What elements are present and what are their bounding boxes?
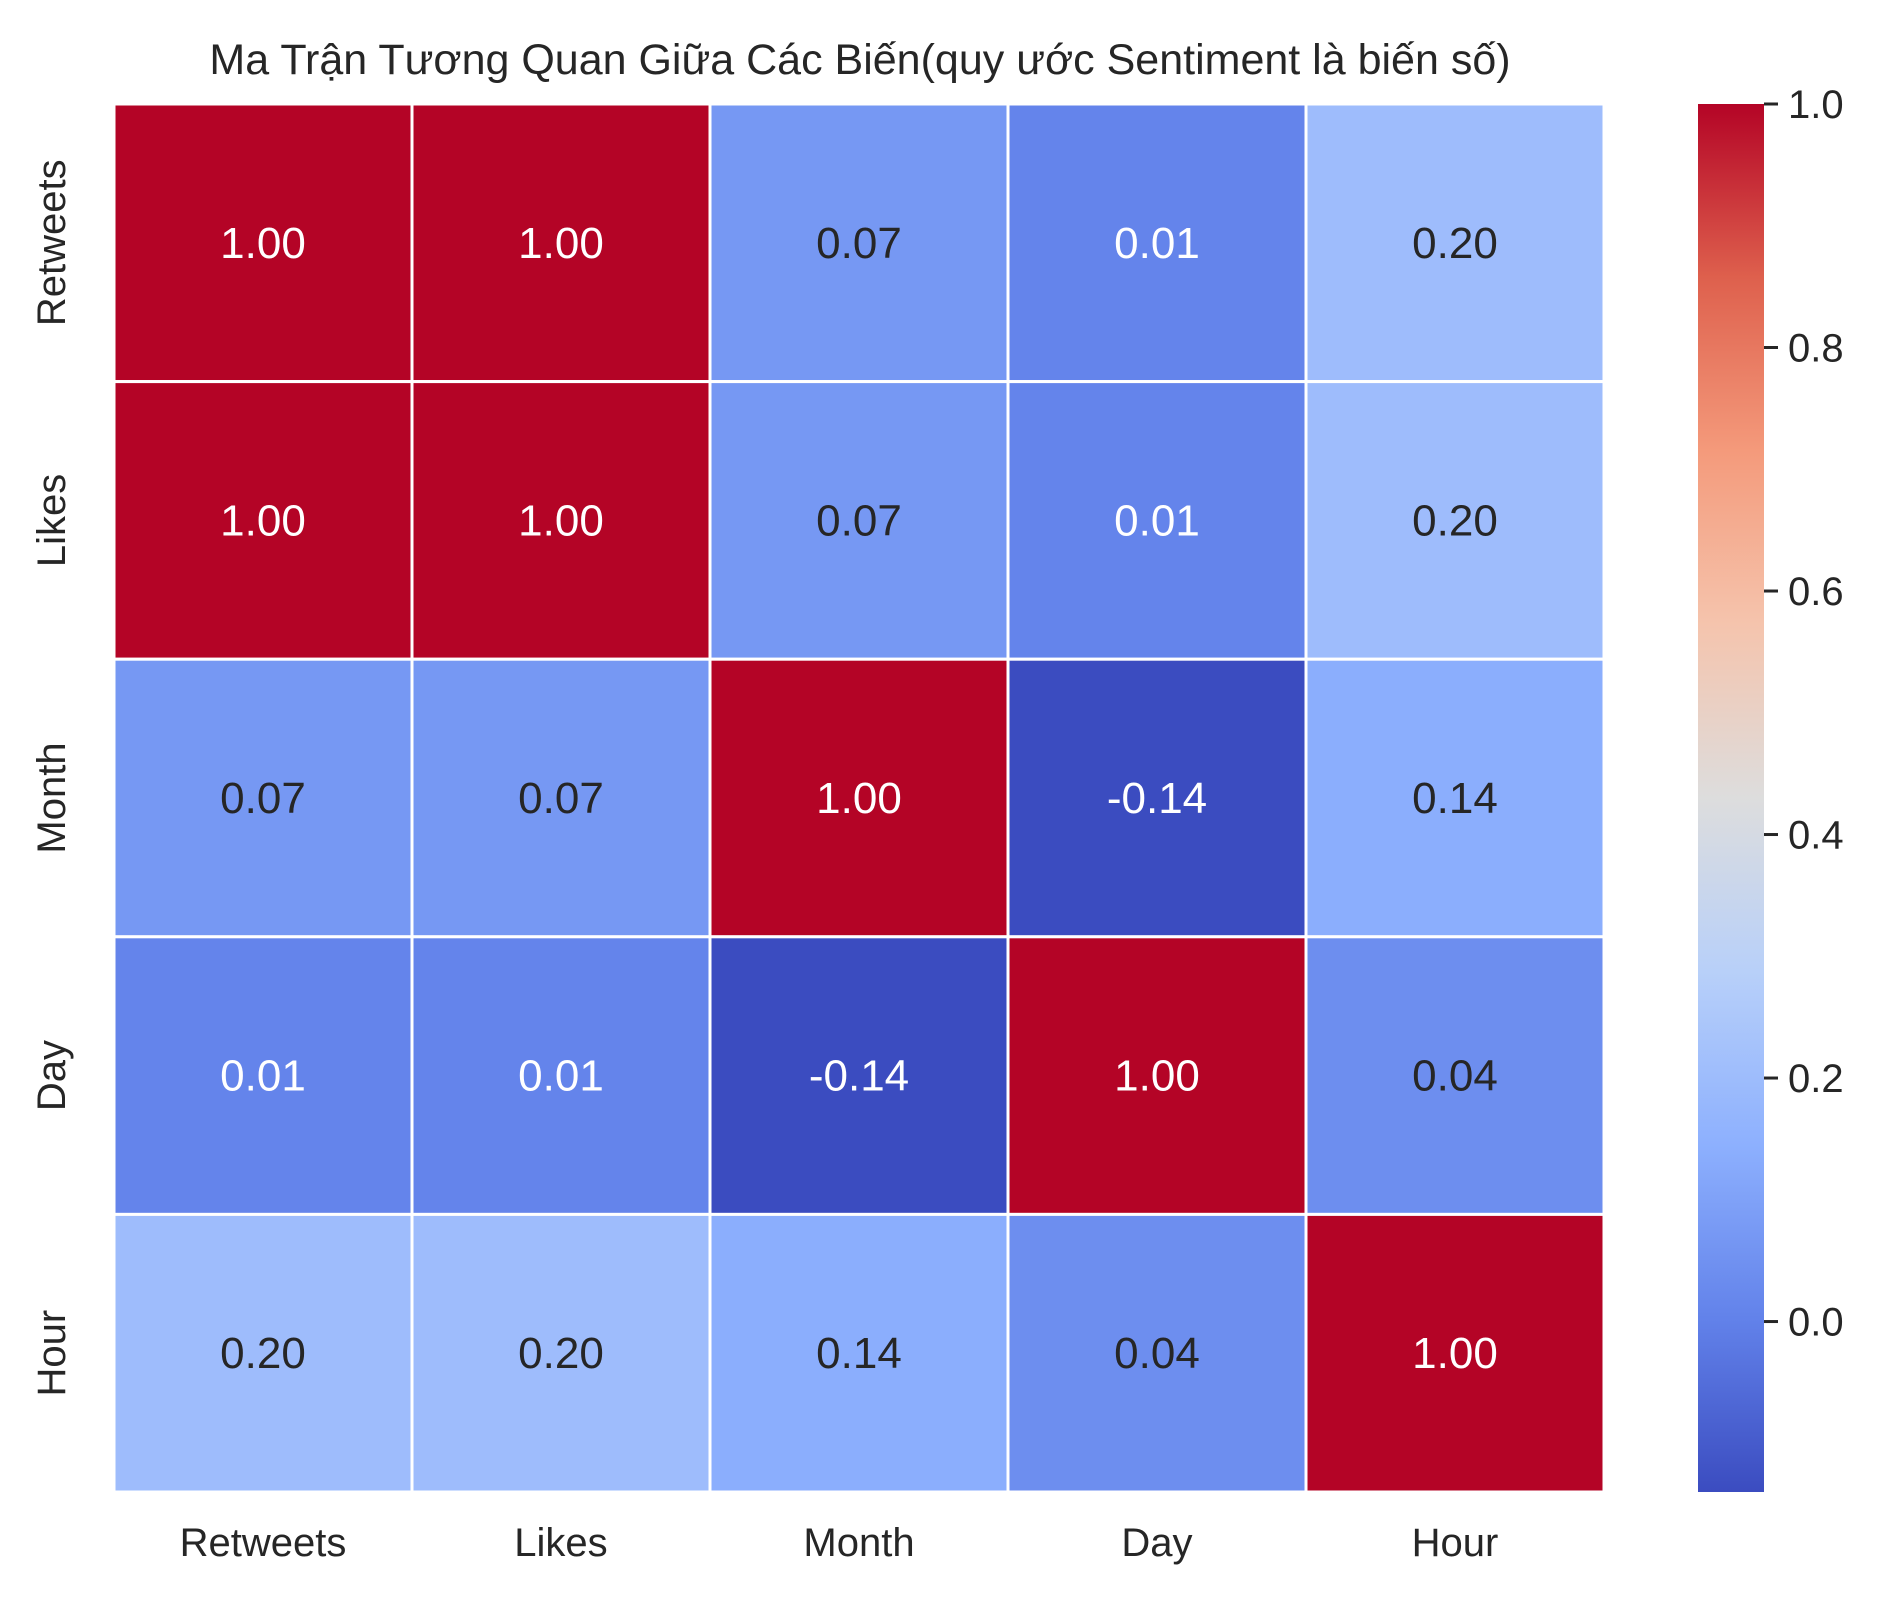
- chart-title: Ma Trận Tương Quan Giữa Các Biến(quy ước…: [209, 36, 1510, 84]
- heatmap-cell: [708, 380, 1010, 661]
- heatmap-cell: [1006, 657, 1308, 939]
- y-tick-label: Day: [30, 1040, 74, 1111]
- colorbar-gradient: [1698, 104, 1764, 1492]
- x-tick-label: Likes: [514, 1521, 607, 1565]
- cell-value-label: -0.14: [809, 1052, 909, 1101]
- cell-value-label: 0.14: [816, 1329, 902, 1378]
- cell-value-label: 0.04: [1114, 1329, 1200, 1378]
- heatmap-cell: [112, 380, 414, 661]
- heatmap-cell: [410, 1212, 712, 1494]
- cell-value-label: 0.20: [220, 1329, 306, 1378]
- cell-value-label: 0.07: [816, 496, 902, 545]
- cell-value-label: 1.00: [220, 496, 306, 545]
- heatmap-cell: [410, 657, 712, 939]
- cell-value-label: 0.01: [518, 1052, 604, 1101]
- colorbar-tick-label: 0.8: [1788, 327, 1844, 371]
- y-tick-label: Retweets: [30, 159, 74, 326]
- y-tick-label: Hour: [30, 1310, 74, 1397]
- x-tick-label: Day: [1121, 1521, 1192, 1565]
- cell-value-label: 0.01: [1114, 219, 1200, 268]
- cell-value-label: 0.14: [1412, 774, 1498, 823]
- heatmap-cell: [708, 102, 1010, 384]
- x-tick-label: Retweets: [180, 1521, 347, 1565]
- y-tick-label: Likes: [30, 474, 74, 567]
- cell-value-label: 0.20: [1412, 496, 1498, 545]
- heatmap-cell: [1006, 102, 1308, 384]
- cell-value-label: 0.07: [220, 774, 306, 823]
- cell-value-label: 0.01: [220, 1052, 306, 1101]
- cell-value-label: 1.00: [518, 496, 604, 545]
- heatmap-cell: [708, 935, 1010, 1216]
- x-axis-tick-labels: Retweets Likes Month Day Hour: [180, 1521, 1499, 1565]
- heatmap-cell: [112, 1212, 414, 1494]
- heatmap-cell: [410, 935, 712, 1216]
- colorbar-tick-label: 1.0: [1788, 83, 1844, 127]
- cell-value-label: 0.20: [1412, 219, 1498, 268]
- heatmap-cell: [1006, 935, 1308, 1216]
- heatmap-cell: [1304, 935, 1606, 1216]
- x-tick-label: Hour: [1412, 1521, 1499, 1565]
- heatmap-cells: 1.00 1.00 0.07 0.01 0.20 1.00 1.00 0.07 0.01 0.20…: [112, 102, 1606, 1494]
- colorbar-tick-label: 0.0: [1788, 1301, 1844, 1345]
- cell-value-label: 0.07: [518, 774, 604, 823]
- cell-value-label: 0.07: [816, 219, 902, 268]
- cell-value-label: 1.00: [518, 219, 604, 268]
- heatmap-cell: [1304, 380, 1606, 661]
- y-axis-tick-labels: Retweets Likes Month Day Hour: [30, 159, 74, 1396]
- heatmap-cell: [410, 102, 712, 384]
- heatmap-cell: [708, 1212, 1010, 1494]
- cell-value-label: -0.14: [1107, 774, 1207, 823]
- heatmap-cell: [1304, 1212, 1606, 1494]
- heatmap-cell: [708, 657, 1010, 939]
- heatmap-cell: [1304, 657, 1606, 939]
- cell-value-label: 0.20: [518, 1329, 604, 1378]
- cell-value-label: 0.01: [1114, 496, 1200, 545]
- cell-value-label: 1.00: [220, 219, 306, 268]
- cell-value-label: 0.04: [1412, 1052, 1498, 1101]
- cell-value-label: 1.00: [816, 774, 902, 823]
- colorbar-tick-label: 0.2: [1788, 1057, 1844, 1101]
- x-tick-label: Month: [803, 1521, 914, 1565]
- heatmap-cell: [112, 935, 414, 1216]
- colorbar-tick-label: 0.6: [1788, 570, 1844, 614]
- heatmap-cell: [1304, 102, 1606, 384]
- cell-value-label: 1.00: [1114, 1052, 1200, 1101]
- colorbar: 0.0 0.2 0.4 0.6 0.8 1.0: [1698, 83, 1844, 1492]
- y-tick-label: Month: [30, 742, 74, 853]
- heatmap-cell: [112, 102, 414, 384]
- colorbar-tick-label: 0.4: [1788, 814, 1844, 858]
- cell-value-label: 1.00: [1412, 1329, 1498, 1378]
